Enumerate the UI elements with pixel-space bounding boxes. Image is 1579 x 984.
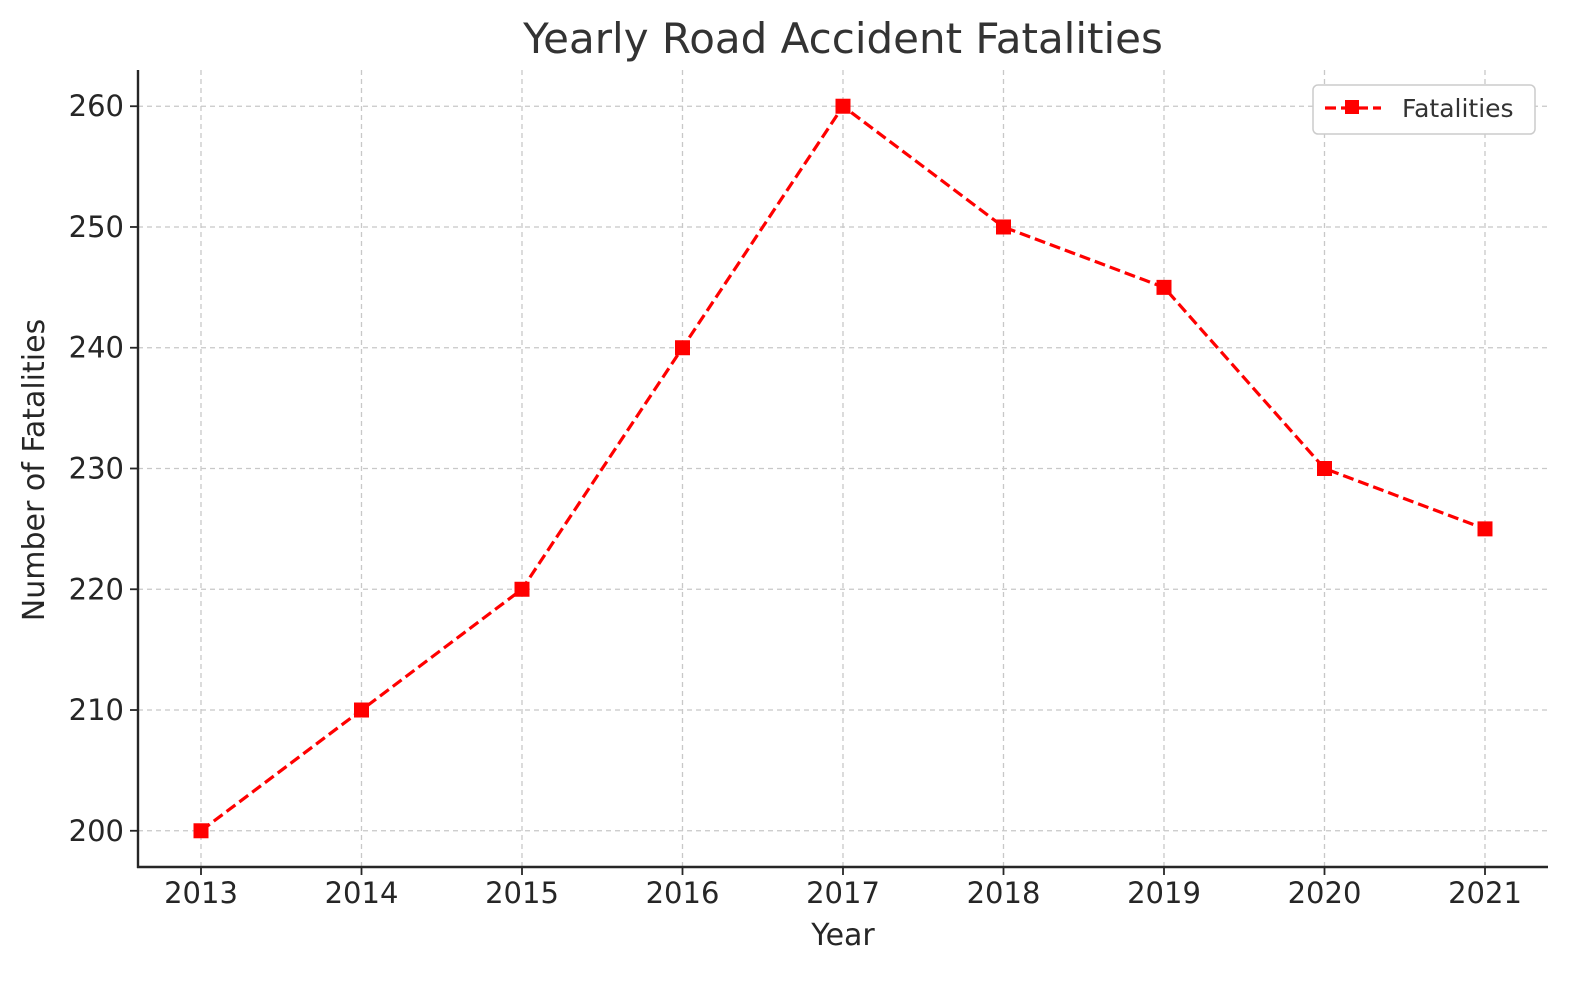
legend-label-fatalities: Fatalities: [1402, 94, 1514, 123]
x-tick-label: 2015: [485, 876, 559, 910]
grid: [138, 70, 1548, 867]
x-tick-label: 2017: [806, 876, 880, 910]
y-axis-label: Number of Fatalities: [17, 319, 52, 621]
data-point-2019: [1156, 279, 1172, 295]
ticks: 2013 2014 2015 2016 2017 2018 2019 2020 2021 200 2…: [69, 89, 1522, 910]
data-point-2021: [1477, 521, 1493, 537]
x-tick-label: 2018: [967, 876, 1041, 910]
chart-title: Yearly Road Accident Fatalities: [522, 14, 1163, 63]
x-axis-label: Year: [810, 918, 875, 953]
x-tick-label: 2020: [1288, 876, 1362, 910]
y-tick-label: 260: [69, 89, 124, 123]
x-tick-label: 2016: [646, 876, 720, 910]
data-point-2013: [193, 823, 209, 839]
y-tick-label: 240: [69, 331, 124, 365]
data-point-2016: [675, 340, 690, 356]
y-tick-label: 250: [69, 210, 124, 244]
legend-box: [1312, 84, 1536, 135]
data-point-2014: [354, 702, 369, 718]
x-tick-label: 2019: [1127, 876, 1201, 910]
legend-marker-sample: [1345, 100, 1359, 114]
data-point-2017: [835, 98, 851, 114]
data-point-2018: [996, 219, 1011, 235]
y-tick-label: 200: [69, 814, 124, 848]
x-tick-label: 2014: [325, 876, 399, 910]
x-tick-label: 2013: [164, 876, 238, 910]
legend: Fatalities: [1312, 84, 1536, 135]
data-point-2015: [514, 581, 530, 597]
series-fatalities: [193, 98, 1493, 839]
y-tick-label: 210: [69, 693, 124, 727]
y-tick-label: 220: [69, 572, 124, 606]
y-tick-label: 230: [69, 452, 124, 486]
x-tick-label: 2021: [1448, 876, 1522, 910]
data-point-2020: [1317, 461, 1332, 476]
